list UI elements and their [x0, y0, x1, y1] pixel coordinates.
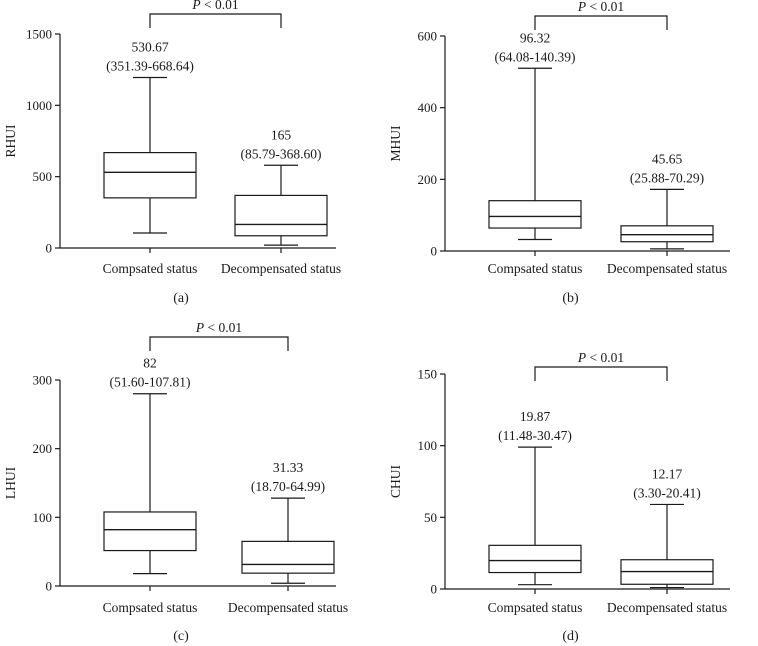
median-label: 165	[271, 127, 292, 142]
chart-panel-2: 0 200 400 600 MHUI 96.32 (64.08-140.39) Compsat…	[388, 0, 730, 306]
y-axis-title: CHUI	[388, 464, 403, 498]
y-tick-label: 150	[418, 367, 438, 382]
chart-panel-4: 0 50 100 150 CHUI 19.87 (11.48-30.47) Compsated…	[388, 350, 730, 644]
iqr-label: (11.48-30.47)	[498, 428, 572, 443]
iqr-label: (351.39-668.64)	[106, 59, 194, 74]
panel-label: (d)	[562, 629, 579, 644]
iqr-label: (51.60-107.81)	[110, 375, 191, 390]
iqr-box	[620, 225, 714, 243]
iqr-label: (3.30-20.41)	[633, 485, 701, 500]
box-decompensated: 45.65 (25.88-70.29) Decompensated status	[607, 151, 727, 276]
p-value: < 0.01	[204, 320, 242, 335]
y-tick-label: 0	[431, 244, 438, 259]
iqr-box	[103, 511, 197, 552]
y-tick-label: 0	[46, 241, 53, 256]
panel-label: (b)	[562, 291, 579, 306]
y-tick-label: 200	[33, 441, 53, 456]
panel-label: (a)	[173, 291, 189, 306]
iqr-label: (25.88-70.29)	[630, 170, 704, 185]
iqr-box	[241, 540, 335, 574]
p-symbol: P	[577, 350, 586, 365]
box-compensated: 530.67 (351.39-668.64) Compsated status	[103, 40, 198, 276]
y-tick-label: 100	[418, 438, 438, 453]
median-label: 19.87	[520, 409, 551, 424]
chart-panel-3: 0 100 200 300 LHUI 82 (51.60-107.81) Compsated …	[3, 320, 348, 644]
significance-label: P < 0.01	[577, 0, 624, 14]
y-tick-label: 50	[424, 510, 437, 525]
median-label: 45.65	[652, 151, 683, 166]
significance-bracket	[534, 15, 668, 30]
iqr-box	[488, 544, 582, 574]
p-symbol: P	[577, 0, 586, 14]
iqr-box	[488, 200, 582, 229]
y-axis-title: RHUI	[3, 124, 18, 158]
median-label: 82	[143, 356, 157, 371]
significance-bracket	[149, 336, 289, 351]
box-compensated: 82 (51.60-107.81) Compsated status	[103, 356, 198, 615]
category-label: Decompensated status	[607, 600, 727, 615]
significance-label: P < 0.01	[195, 320, 242, 335]
iqr-label: (18.70-64.99)	[251, 479, 325, 494]
significance-label: P < 0.01	[577, 350, 624, 365]
p-value: < 0.01	[586, 0, 624, 14]
significance-bracket	[534, 366, 668, 381]
category-label: Decompensated status	[221, 261, 341, 276]
median-label: 530.67	[131, 40, 168, 55]
iqr-box	[234, 194, 328, 237]
y-tick-label: 100	[33, 510, 53, 525]
y-tick-label: 400	[418, 100, 438, 115]
median-label: 12.17	[652, 466, 683, 481]
p-value: < 0.01	[201, 0, 239, 12]
y-tick-label: 0	[46, 579, 53, 594]
box-compensated: 19.87 (11.48-30.47) Compsated status	[488, 409, 583, 615]
category-label: Compsated status	[488, 261, 583, 276]
p-symbol: P	[195, 320, 204, 335]
box-decompensated: 12.17 (3.30-20.41) Decompensated status	[607, 466, 727, 615]
significance-label: P < 0.01	[191, 0, 238, 12]
category-label: Decompensated status	[228, 600, 348, 615]
y-tick-label: 600	[418, 29, 438, 44]
y-tick-label: 200	[418, 172, 438, 187]
y-tick-label: 1000	[26, 98, 52, 113]
category-label: Decompensated status	[607, 261, 727, 276]
box-decompensated: 31.33 (18.70-64.99) Decompensated status	[228, 460, 348, 615]
category-label: Compsated status	[103, 600, 198, 615]
significance-bracket	[149, 13, 282, 28]
median-label: 31.33	[273, 460, 304, 475]
category-label: Compsated status	[103, 261, 198, 276]
y-tick-label: 500	[33, 169, 53, 184]
panel-label: (c)	[173, 629, 189, 644]
y-tick-label: 300	[33, 373, 53, 388]
category-label: Compsated status	[488, 600, 583, 615]
iqr-label: (85.79-368.60)	[241, 146, 322, 161]
y-axis-title: LHUI	[3, 466, 18, 499]
box-decompensated: 165 (85.79-368.60) Decompensated status	[221, 127, 341, 276]
y-tick-label: 0	[431, 582, 438, 597]
y-tick-label: 1500	[26, 27, 52, 42]
p-symbol: P	[191, 0, 200, 12]
chart-panel-1: 0 500 1000 1500 RHUI 530.67 (351.39-668.64) Com…	[3, 0, 341, 306]
p-value: < 0.01	[586, 350, 624, 365]
median-label: 96.32	[520, 30, 550, 45]
iqr-box	[103, 152, 197, 199]
y-axis-title: MHUI	[388, 125, 403, 162]
box-compensated: 96.32 (64.08-140.39) Compsated status	[488, 30, 583, 276]
iqr-label: (64.08-140.39)	[495, 49, 576, 64]
